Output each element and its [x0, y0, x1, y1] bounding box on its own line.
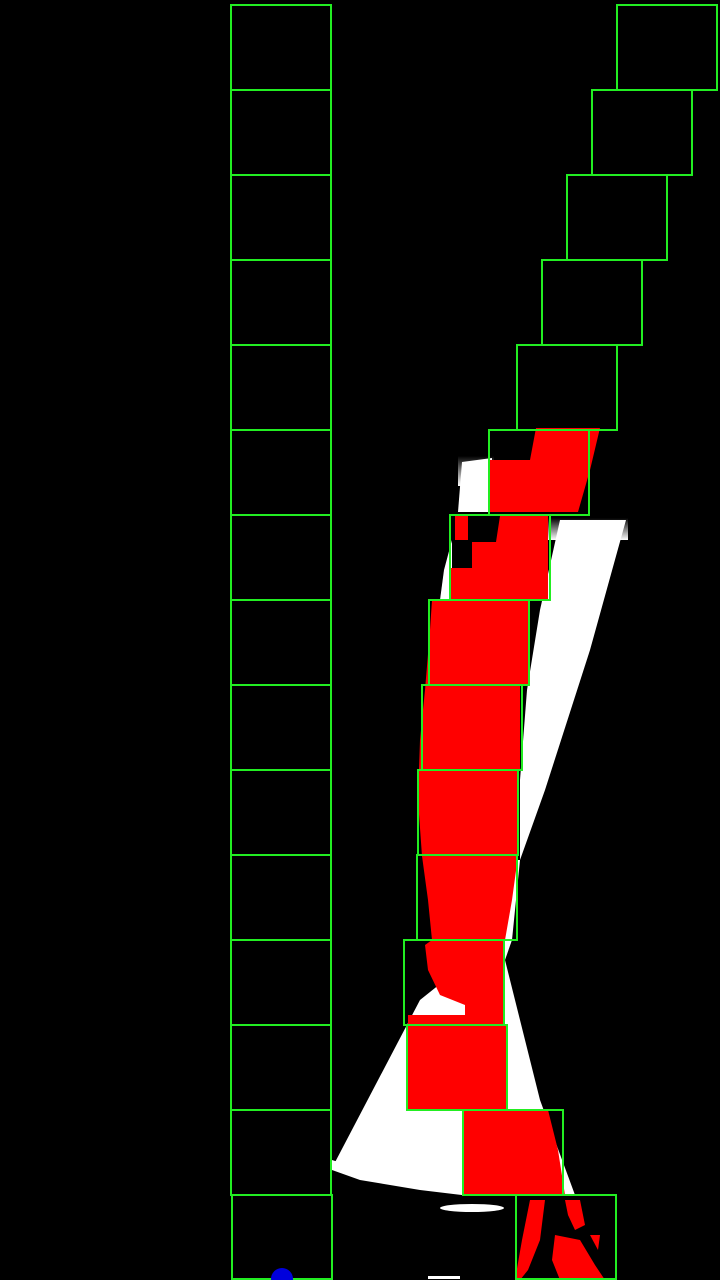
left-lane-windows: [230, 4, 333, 1280]
lane-pixels-bottom-4: [590, 1235, 600, 1250]
lane-base-marker: [271, 1268, 293, 1280]
lane-pixels-top: [490, 428, 600, 512]
lane-pixels-upper: [455, 516, 468, 540]
lane-pixels-bottom-3: [552, 1235, 605, 1280]
right-window-15: [515, 1194, 617, 1280]
mask-right-stripe-fade: [548, 518, 628, 540]
right-window-13: [406, 1024, 508, 1111]
lane-pixels-bottom-2: [565, 1200, 585, 1230]
mask-right-stripe: [520, 520, 626, 860]
mask-blob: [440, 1204, 504, 1212]
lane-pixels-bottom-1: [515, 1200, 545, 1280]
right-window-14: [462, 1109, 564, 1196]
mask-bottom-streak: [332, 1160, 505, 1196]
bottom-tick: [428, 1276, 460, 1279]
right-lane-windows: [403, 4, 718, 1280]
